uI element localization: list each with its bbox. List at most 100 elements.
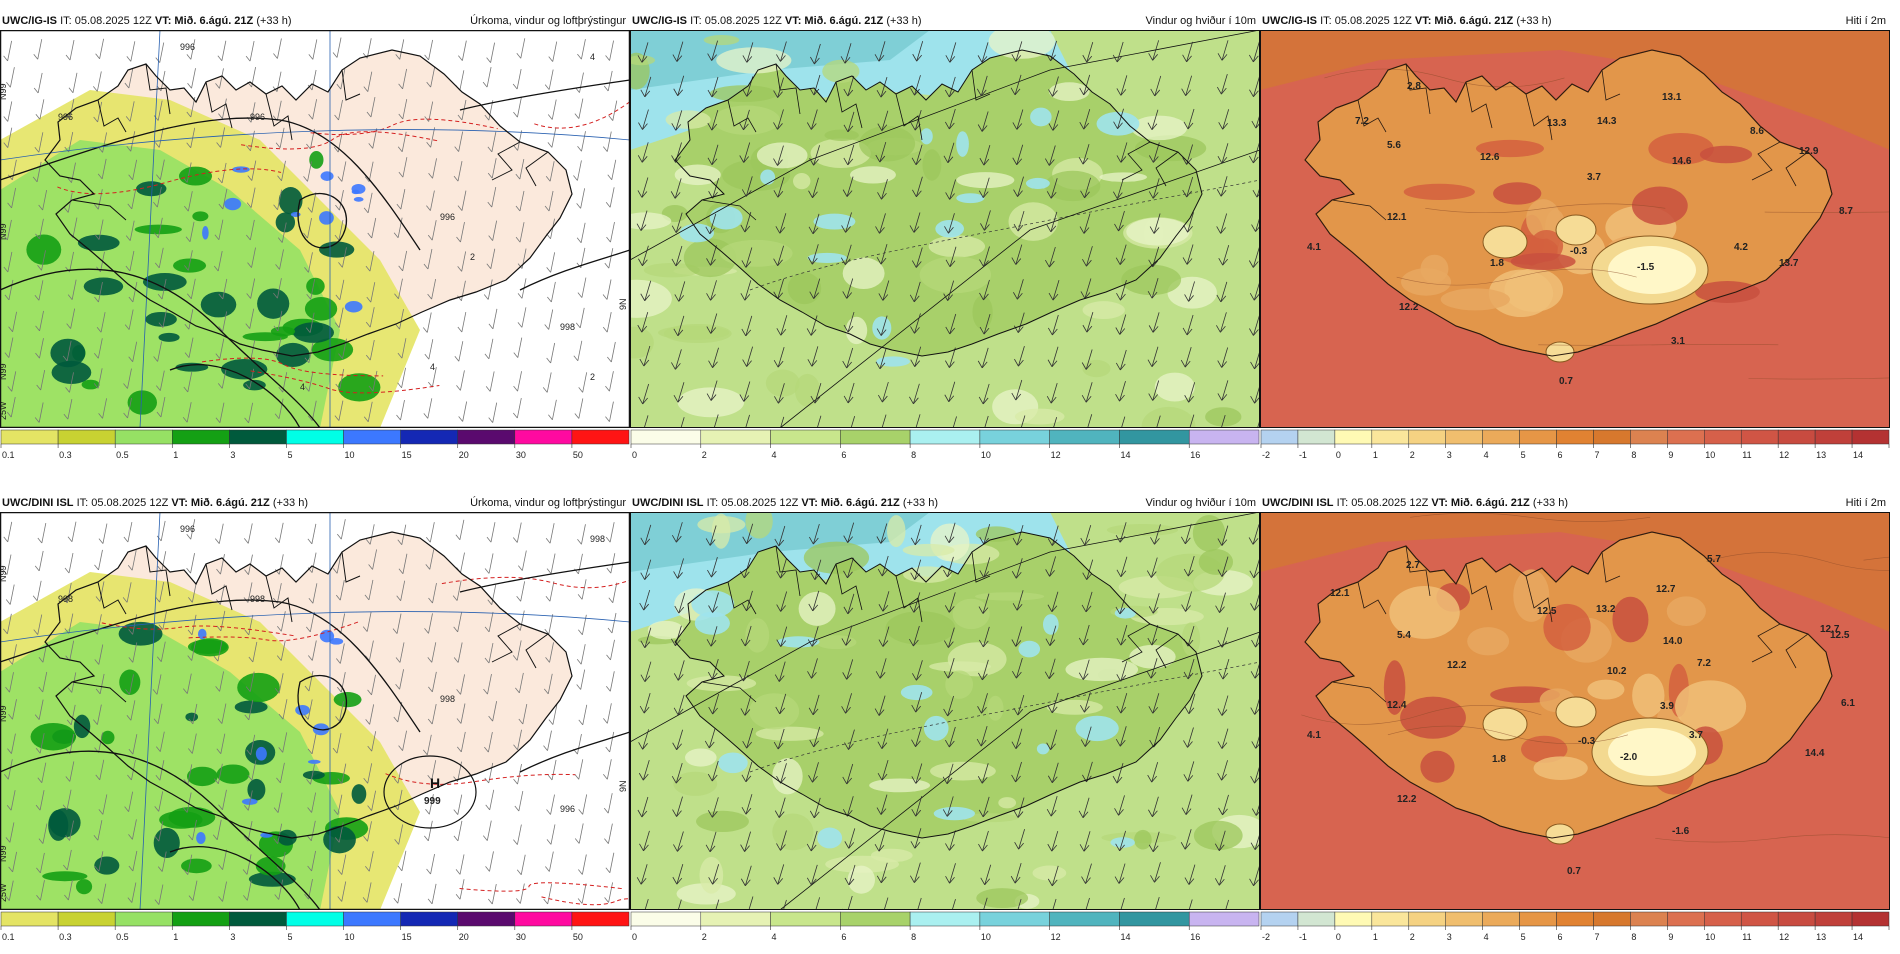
wind-arrow-icon — [979, 246, 990, 267]
wind-barb-icon — [155, 760, 165, 781]
panel-title: Vindur og hviður í 10m — [1145, 497, 1256, 509]
wind-barb-icon — [128, 734, 138, 755]
colorbar-swatch — [1556, 911, 1594, 927]
colorbar-swatch — [1297, 429, 1336, 445]
wind-barb-icon — [603, 793, 613, 814]
wind-arrow-icon — [1116, 75, 1128, 96]
wind-arrow-icon — [639, 830, 650, 852]
wind-arrow-icon — [977, 347, 989, 369]
wind-barb-icon — [393, 217, 403, 238]
wind-barb-icon — [336, 672, 346, 693]
temperature-value: 12.6 — [1480, 152, 1500, 163]
wind-arrow-icon — [841, 693, 852, 714]
colorbar-swatch — [1408, 911, 1446, 927]
wind-barb-icon — [367, 731, 377, 752]
precip-cell — [270, 326, 296, 337]
wind-barb-icon — [93, 820, 103, 841]
precip-cell — [237, 672, 280, 703]
wind-arrow-icon — [1048, 279, 1060, 301]
wind-arrow-icon — [774, 525, 786, 547]
wind-barb-icon — [125, 674, 134, 695]
wind-arrow-icon — [775, 693, 787, 715]
wind-arrow-icon — [1048, 110, 1060, 131]
panel-header: UWC/IG-IS IT: 05.08.2025 12Z VT: Mið. 6.… — [0, 12, 630, 30]
wind-barb-icon — [217, 368, 227, 389]
wind-barb-icon — [607, 612, 617, 634]
colorbar-swatch — [1704, 429, 1742, 445]
wind-arrow-icon — [909, 212, 921, 233]
wind-barb-icon — [488, 402, 498, 423]
colorbar-swatch — [514, 429, 573, 445]
colorbar-swatch — [1667, 911, 1705, 927]
colorbar-tick-label: 16 — [1190, 450, 1200, 460]
colorbar-tick-label: 50 — [573, 932, 583, 942]
wind-arrow-icon — [1148, 796, 1159, 818]
wind-arrow-icon — [945, 179, 956, 200]
wind-arrow-icon — [979, 145, 991, 166]
colorbar-tick-label: 1 — [173, 932, 178, 942]
wind-barb-icon — [393, 789, 403, 811]
wind-barb-icon — [424, 101, 434, 122]
colorbar-tick-label: 8 — [911, 450, 916, 460]
wind-barb-icon — [424, 339, 434, 360]
init-time: IT: 05.08.2025 12Z — [706, 497, 799, 509]
precip-cell — [145, 311, 177, 327]
wind-arrow-icon — [1014, 829, 1026, 850]
wind-arrow-icon — [945, 830, 956, 851]
wind-barb-icon — [393, 701, 403, 723]
wind-arrow-icon — [877, 555, 889, 577]
wind-barb-icon — [274, 554, 284, 575]
wind-arrow-icon — [909, 414, 921, 428]
wind-barb-icon — [334, 220, 344, 241]
wind-barb-icon — [333, 794, 343, 815]
colorbar-swatch — [1445, 429, 1483, 445]
precip-cell — [309, 151, 324, 169]
wind-arrow-icon — [1183, 658, 1195, 680]
wind-arrow-icon — [742, 590, 753, 612]
wind-arrow-icon — [874, 831, 886, 852]
wind-arrow-icon — [945, 42, 957, 63]
wind-barb-icon — [303, 218, 312, 239]
wind-barb-icon — [304, 371, 314, 392]
wind-barb-icon — [427, 703, 437, 725]
pressure-label: 4 — [300, 382, 305, 392]
wind-barb-icon — [128, 341, 138, 363]
wind-arrow-icon — [1116, 280, 1127, 301]
wind-barb-icon — [332, 37, 342, 58]
wind-barb-icon — [513, 824, 522, 845]
pressure-label: 996 — [180, 42, 195, 52]
pressure-label: 998 — [440, 694, 455, 704]
wind-barb-icon — [546, 824, 556, 845]
colorbar-swatch — [770, 429, 841, 445]
wind-barb-icon — [516, 581, 526, 602]
wind-barb-icon — [425, 794, 434, 815]
isobar — [0, 268, 321, 428]
wind-arrow-icon — [1217, 695, 1229, 716]
wind-arrow-icon — [1011, 626, 1023, 647]
wind-barb-icon — [95, 38, 104, 60]
temperature-value: 5.7 — [1707, 554, 1721, 565]
wind-arrow-icon — [1214, 865, 1226, 886]
wind-arrow-icon — [671, 522, 683, 543]
colorbar-tick-label: 5 — [1521, 450, 1526, 460]
wind-barb-icon — [307, 192, 317, 213]
wind-barb-icon — [32, 580, 42, 602]
wind-barb-icon — [454, 341, 464, 362]
colorbar-swatch — [1519, 911, 1557, 927]
precip-panel: UWC/IG-IS IT: 05.08.2025 12Z VT: Mið. 6.… — [0, 12, 630, 472]
wind-barb-icon — [245, 41, 255, 62]
wind-arrow-icon — [740, 695, 752, 716]
wind-arrow-icon — [1115, 726, 1127, 747]
isobar — [459, 79, 630, 111]
wind-barb-icon — [123, 397, 132, 419]
wind-arrow-icon — [707, 760, 719, 782]
colorbar-swatch — [1630, 429, 1668, 445]
wind-barb-icon — [334, 307, 344, 328]
wind-arrow-icon — [704, 727, 716, 749]
wind-barb-icon — [395, 642, 405, 663]
wind-arrow-icon — [809, 145, 820, 166]
wind-barb-icon — [518, 550, 527, 571]
colorbar-tick-label: 4 — [772, 450, 777, 460]
temperature-value: 12.4 — [1387, 700, 1407, 711]
wind-arrow-icon — [806, 109, 818, 130]
